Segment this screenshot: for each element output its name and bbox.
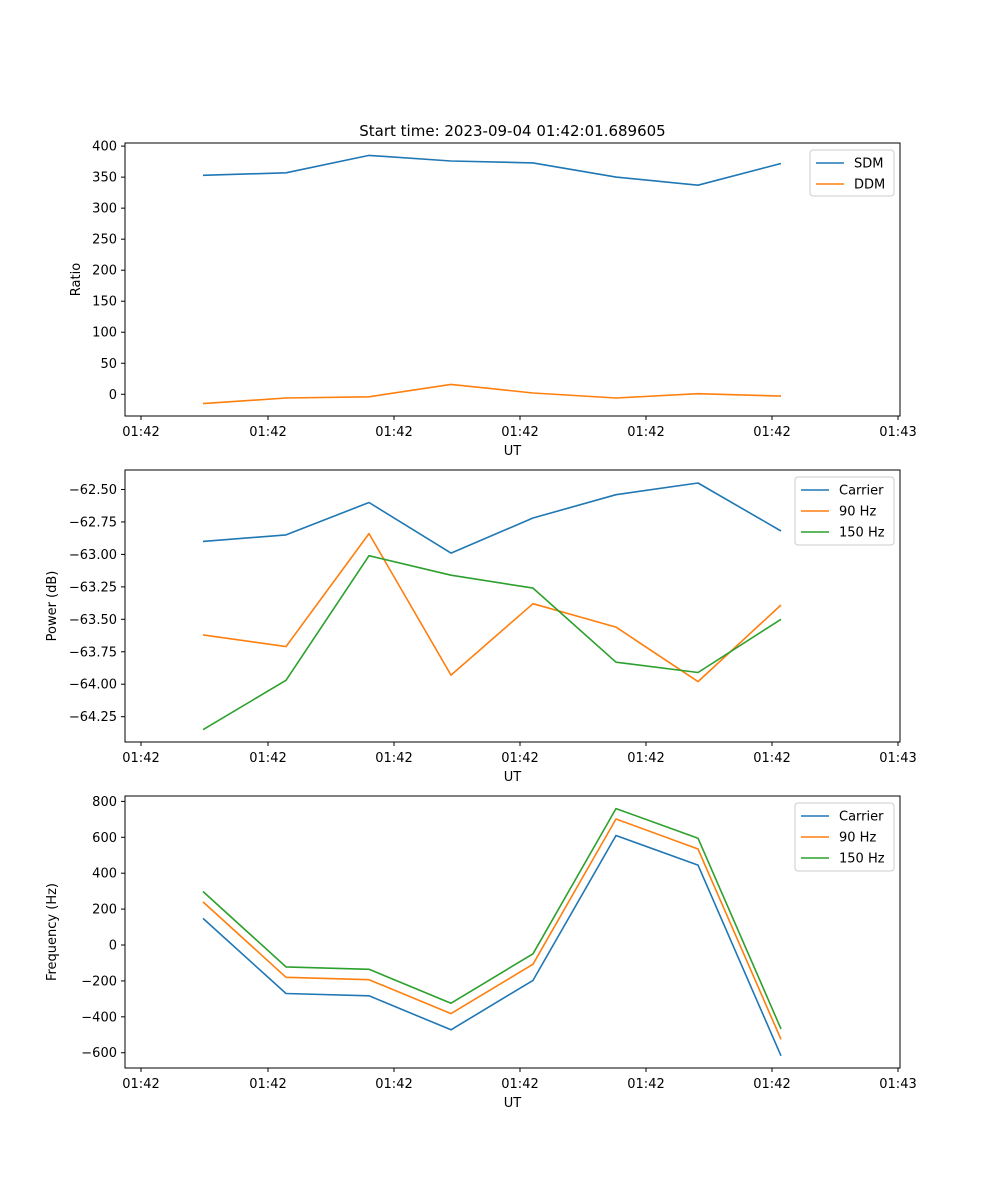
y-tick-label: 400 [92, 867, 117, 882]
x-tick-label: 01:42 [627, 1077, 664, 1092]
x-tick-label: 01:42 [627, 751, 664, 766]
y-axis-label: Frequency (Hz) [45, 883, 60, 981]
y-tick-label: −400 [81, 1010, 117, 1025]
axes-frame [124, 142, 901, 417]
y-tick-label: 600 [92, 831, 117, 846]
chart-panel-1: 01:42 01:42 01:42 01:42 01:42 01:42 01:43 0 50 10… [69, 122, 917, 459]
y-tick-label: 0 [109, 388, 117, 403]
series-line-90-hz [202, 532, 782, 683]
series-line-sdm [202, 154, 782, 186]
y-tick-label: 300 [92, 202, 117, 217]
x-tick-label: 01:42 [249, 751, 286, 766]
x-tick-label: 01:42 [375, 751, 412, 766]
y-tick-label: −200 [81, 974, 117, 989]
x-tick-label: 01:42 [501, 751, 538, 766]
y-tick-label: −63.25 [69, 580, 117, 595]
x-tick-label: 01:42 [122, 425, 159, 440]
legend-label: SDM [854, 157, 883, 172]
y-tick-label: 100 [92, 326, 117, 341]
series-line-150-hz [202, 807, 782, 1030]
legend: Carrier 90 Hz 150 Hz [794, 802, 895, 872]
x-tick-label: 01:42 [627, 425, 664, 440]
x-axis-label: UT [504, 444, 522, 459]
x-tick-label: 01:42 [122, 751, 159, 766]
legend-label: 90 Hz [839, 505, 876, 520]
legend-label: 150 Hz [839, 852, 885, 867]
legend: Carrier 90 Hz 150 Hz [794, 476, 895, 546]
x-tick-label: 01:42 [375, 1077, 412, 1092]
y-tick-label: 0 [109, 939, 117, 954]
legend-box [794, 802, 895, 872]
chart-title: Start time: 2023-09-04 01:42:01.689605 [359, 122, 665, 140]
x-tick-label: 01:42 [249, 1077, 286, 1092]
x-axis-label: UT [504, 770, 522, 785]
y-tick-label: 800 [92, 795, 117, 810]
y-tick-label: −63.00 [69, 548, 117, 563]
y-tick-label: 350 [92, 171, 117, 186]
x-tick-label: 01:42 [249, 425, 286, 440]
series-line-carrier [202, 482, 782, 554]
x-tick-label: 01:42 [375, 425, 412, 440]
legend: SDM DDM [809, 149, 895, 197]
y-tick-label: −64.25 [69, 710, 117, 725]
x-tick-label: 01:42 [753, 751, 790, 766]
y-tick-label: 150 [92, 295, 117, 310]
x-tick-label: 01:42 [753, 1077, 790, 1092]
x-tick-label: 01:42 [501, 425, 538, 440]
axes-frame [124, 469, 901, 743]
x-tick-label: 01:43 [879, 751, 916, 766]
series-line-carrier [202, 834, 782, 1057]
legend-label: 90 Hz [839, 831, 876, 846]
y-tick-label: −64.00 [69, 678, 117, 693]
legend-label: Carrier [839, 484, 884, 499]
x-axis-label: UT [504, 1096, 522, 1111]
chart-panel-3: 01:42 01:42 01:42 01:42 01:42 01:42 01:43 −600 −… [45, 795, 917, 1111]
legend-box [794, 476, 895, 546]
x-tick-label: 01:42 [122, 1077, 159, 1092]
x-tick-label: 01:42 [753, 425, 790, 440]
series-line-ddm [202, 383, 782, 405]
y-tick-label: −62.50 [69, 483, 117, 498]
y-tick-label: −63.50 [69, 613, 117, 628]
y-tick-label: 400 [92, 140, 117, 155]
y-tick-label: 200 [92, 903, 117, 918]
chart-panel-2: 01:42 01:42 01:42 01:42 01:42 01:42 01:43 −64.2… [45, 469, 917, 785]
legend-label: DDM [854, 178, 885, 193]
y-tick-label: 200 [92, 264, 117, 279]
axes-frame [124, 795, 901, 1069]
x-tick-label: 01:43 [879, 425, 916, 440]
series-line-150-hz [202, 554, 782, 731]
legend-label: 150 Hz [839, 526, 885, 541]
x-tick-label: 01:42 [501, 1077, 538, 1092]
y-tick-label: 250 [92, 233, 117, 248]
series-line-90-hz [202, 818, 782, 1040]
y-tick-label: −63.75 [69, 645, 117, 660]
y-axis-label: Power (dB) [45, 571, 60, 642]
y-axis-label: Ratio [69, 263, 84, 296]
x-tick-label: 01:43 [879, 1077, 916, 1092]
y-tick-label: −600 [81, 1046, 117, 1061]
y-tick-label: −62.75 [69, 515, 117, 530]
legend-label: Carrier [839, 810, 884, 825]
y-tick-label: 50 [100, 357, 117, 372]
